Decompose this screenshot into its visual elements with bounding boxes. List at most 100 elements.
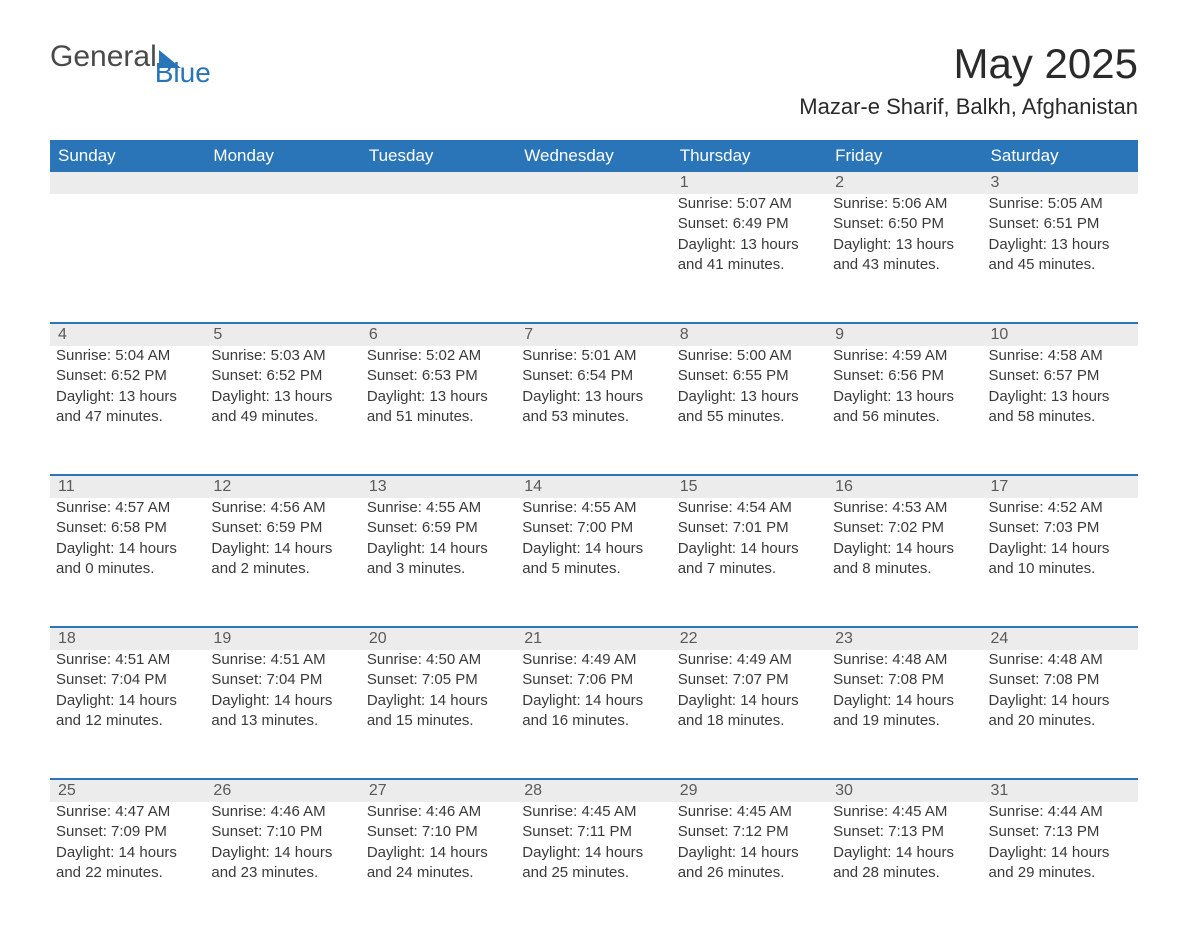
- day-number: 13: [361, 476, 516, 498]
- sunset-line: Sunset: 7:13 PM: [833, 822, 976, 842]
- sunset-line: Sunset: 6:55 PM: [678, 366, 821, 386]
- day-number: [50, 172, 205, 194]
- daylight-line: Daylight: 14 hours and 20 minutes.: [989, 691, 1132, 732]
- sunset-line: Sunset: 7:10 PM: [211, 822, 354, 842]
- sunrise-line: Sunrise: 4:50 AM: [367, 650, 510, 670]
- day-number: 8: [672, 324, 827, 346]
- day-cell: Sunrise: 4:58 AMSunset: 6:57 PMDaylight:…: [983, 346, 1138, 474]
- week-daynum-row: 25262728293031: [50, 778, 1138, 802]
- sunrise-line: Sunrise: 5:07 AM: [678, 194, 821, 214]
- week-daynum-row: 123: [50, 172, 1138, 194]
- sunrise-line: Sunrise: 4:55 AM: [522, 498, 665, 518]
- day-cell: Sunrise: 5:06 AMSunset: 6:50 PMDaylight:…: [827, 194, 982, 322]
- daylight-line: Daylight: 14 hours and 0 minutes.: [56, 539, 199, 580]
- page-title: May 2025: [799, 40, 1138, 88]
- daylight-line: Daylight: 14 hours and 10 minutes.: [989, 539, 1132, 580]
- day-number: 14: [516, 476, 671, 498]
- sunrise-line: Sunrise: 4:46 AM: [211, 802, 354, 822]
- sunrise-line: Sunrise: 5:00 AM: [678, 346, 821, 366]
- day-cell: Sunrise: 4:45 AMSunset: 7:13 PMDaylight:…: [827, 802, 982, 930]
- day-cell: Sunrise: 4:48 AMSunset: 7:08 PMDaylight:…: [983, 650, 1138, 778]
- sunrise-line: Sunrise: 4:57 AM: [56, 498, 199, 518]
- week-row: Sunrise: 5:04 AMSunset: 6:52 PMDaylight:…: [50, 346, 1138, 474]
- sunrise-line: Sunrise: 4:45 AM: [522, 802, 665, 822]
- sunset-line: Sunset: 6:51 PM: [989, 214, 1132, 234]
- sunset-line: Sunset: 7:03 PM: [989, 518, 1132, 538]
- daylight-line: Daylight: 13 hours and 41 minutes.: [678, 235, 821, 276]
- sunrise-line: Sunrise: 5:02 AM: [367, 346, 510, 366]
- day-cell: [361, 194, 516, 322]
- sunset-line: Sunset: 7:13 PM: [989, 822, 1132, 842]
- sunrise-line: Sunrise: 4:51 AM: [211, 650, 354, 670]
- day-number: 27: [361, 780, 516, 802]
- day-cell: Sunrise: 5:05 AMSunset: 6:51 PMDaylight:…: [983, 194, 1138, 322]
- daylight-line: Daylight: 13 hours and 45 minutes.: [989, 235, 1132, 276]
- sunset-line: Sunset: 6:59 PM: [367, 518, 510, 538]
- day-number: 23: [827, 628, 982, 650]
- daylight-line: Daylight: 14 hours and 15 minutes.: [367, 691, 510, 732]
- daylight-line: Daylight: 14 hours and 13 minutes.: [211, 691, 354, 732]
- daylight-line: Daylight: 14 hours and 18 minutes.: [678, 691, 821, 732]
- day-cell: [205, 194, 360, 322]
- day-number: 18: [50, 628, 205, 650]
- day-number: 17: [983, 476, 1138, 498]
- day-number: 12: [205, 476, 360, 498]
- sunrise-line: Sunrise: 5:03 AM: [211, 346, 354, 366]
- day-cell: Sunrise: 4:51 AMSunset: 7:04 PMDaylight:…: [50, 650, 205, 778]
- day-cell: Sunrise: 5:01 AMSunset: 6:54 PMDaylight:…: [516, 346, 671, 474]
- sunrise-line: Sunrise: 4:58 AM: [989, 346, 1132, 366]
- weekday-header: Friday: [827, 140, 982, 172]
- calendar: SundayMondayTuesdayWednesdayThursdayFrid…: [50, 140, 1138, 930]
- sunset-line: Sunset: 6:56 PM: [833, 366, 976, 386]
- sunset-line: Sunset: 7:05 PM: [367, 670, 510, 690]
- day-number: 3: [983, 172, 1138, 194]
- weekday-header-row: SundayMondayTuesdayWednesdayThursdayFrid…: [50, 140, 1138, 172]
- daylight-line: Daylight: 14 hours and 2 minutes.: [211, 539, 354, 580]
- day-cell: Sunrise: 4:48 AMSunset: 7:08 PMDaylight:…: [827, 650, 982, 778]
- sunrise-line: Sunrise: 4:48 AM: [989, 650, 1132, 670]
- weekday-header: Saturday: [983, 140, 1138, 172]
- day-number: 16: [827, 476, 982, 498]
- day-number: 4: [50, 324, 205, 346]
- daylight-line: Daylight: 14 hours and 12 minutes.: [56, 691, 199, 732]
- day-cell: Sunrise: 4:52 AMSunset: 7:03 PMDaylight:…: [983, 498, 1138, 626]
- sunset-line: Sunset: 7:06 PM: [522, 670, 665, 690]
- day-number: 2: [827, 172, 982, 194]
- day-number: 22: [672, 628, 827, 650]
- daylight-line: Daylight: 13 hours and 53 minutes.: [522, 387, 665, 428]
- day-cell: Sunrise: 4:44 AMSunset: 7:13 PMDaylight:…: [983, 802, 1138, 930]
- day-cell: Sunrise: 4:53 AMSunset: 7:02 PMDaylight:…: [827, 498, 982, 626]
- day-cell: Sunrise: 4:47 AMSunset: 7:09 PMDaylight:…: [50, 802, 205, 930]
- week-daynum-row: 45678910: [50, 322, 1138, 346]
- sunrise-line: Sunrise: 4:53 AM: [833, 498, 976, 518]
- day-number: 29: [672, 780, 827, 802]
- daylight-line: Daylight: 13 hours and 51 minutes.: [367, 387, 510, 428]
- sunset-line: Sunset: 6:52 PM: [211, 366, 354, 386]
- sunrise-line: Sunrise: 5:01 AM: [522, 346, 665, 366]
- day-cell: [50, 194, 205, 322]
- sunset-line: Sunset: 6:49 PM: [678, 214, 821, 234]
- day-cell: Sunrise: 4:56 AMSunset: 6:59 PMDaylight:…: [205, 498, 360, 626]
- day-cell: Sunrise: 4:46 AMSunset: 7:10 PMDaylight:…: [205, 802, 360, 930]
- sunrise-line: Sunrise: 4:46 AM: [367, 802, 510, 822]
- sunrise-line: Sunrise: 5:05 AM: [989, 194, 1132, 214]
- sunrise-line: Sunrise: 4:59 AM: [833, 346, 976, 366]
- page-header: General Blue May 2025 Mazar-e Sharif, Ba…: [50, 40, 1138, 120]
- day-number: [205, 172, 360, 194]
- sunset-line: Sunset: 7:04 PM: [211, 670, 354, 690]
- day-number: 25: [50, 780, 205, 802]
- daylight-line: Daylight: 14 hours and 28 minutes.: [833, 843, 976, 884]
- weekday-header: Monday: [205, 140, 360, 172]
- location-subtitle: Mazar-e Sharif, Balkh, Afghanistan: [799, 94, 1138, 120]
- day-number: 28: [516, 780, 671, 802]
- day-cell: Sunrise: 4:57 AMSunset: 6:58 PMDaylight:…: [50, 498, 205, 626]
- sunset-line: Sunset: 6:53 PM: [367, 366, 510, 386]
- week-daynum-row: 18192021222324: [50, 626, 1138, 650]
- daylight-line: Daylight: 13 hours and 58 minutes.: [989, 387, 1132, 428]
- day-number: 1: [672, 172, 827, 194]
- sunset-line: Sunset: 7:10 PM: [367, 822, 510, 842]
- daylight-line: Daylight: 14 hours and 5 minutes.: [522, 539, 665, 580]
- sunrise-line: Sunrise: 4:54 AM: [678, 498, 821, 518]
- weekday-header: Wednesday: [516, 140, 671, 172]
- daylight-line: Daylight: 14 hours and 25 minutes.: [522, 843, 665, 884]
